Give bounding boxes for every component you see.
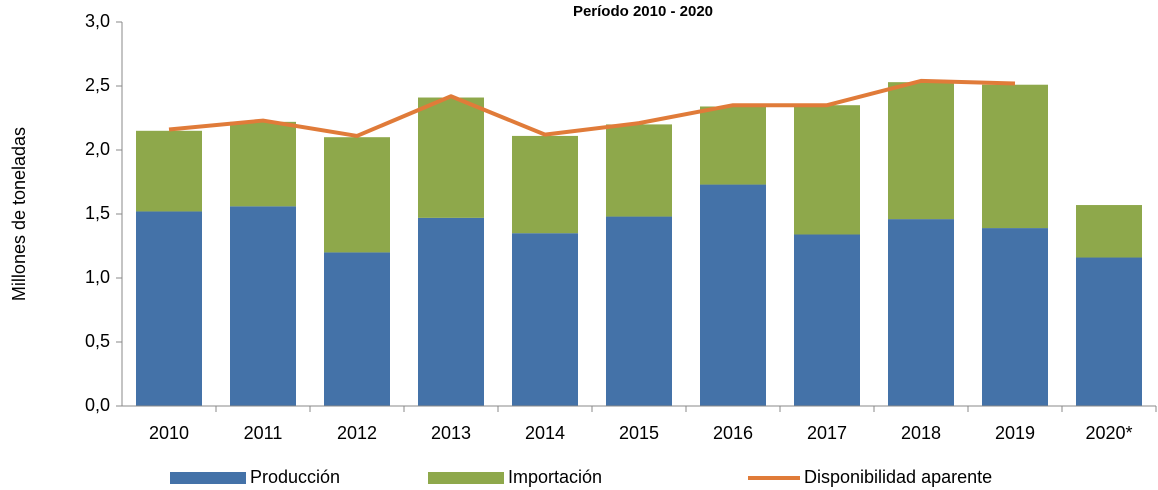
chart-title: Período 2010 - 2020	[573, 3, 713, 20]
bar	[982, 84, 1048, 229]
x-tick-label: 2010	[149, 423, 189, 443]
legend-label: Producción	[250, 467, 340, 487]
bar	[888, 219, 954, 406]
y-tick-label: 2,0	[85, 139, 110, 159]
y-tick-label: 1,0	[85, 267, 110, 287]
x-tick-label: 2011	[244, 423, 283, 443]
legend-label: Importación	[508, 467, 602, 487]
y-axis-label: Millones de toneladas	[9, 127, 29, 301]
x-tick-label: 2019	[995, 423, 1035, 443]
x-tick-label: 2014	[525, 423, 565, 443]
bar	[136, 211, 202, 406]
bar	[606, 216, 672, 406]
bar	[794, 234, 860, 406]
x-tick-label: 2015	[619, 423, 659, 443]
bar	[324, 252, 390, 406]
legend-swatch	[428, 472, 504, 484]
bar	[512, 135, 578, 234]
bar	[1076, 205, 1142, 258]
x-tick-label: 2020*	[1085, 423, 1132, 443]
bar	[606, 124, 672, 217]
bar	[888, 82, 954, 220]
y-tick-label: 0,5	[85, 331, 110, 351]
x-tick-label: 2013	[431, 423, 471, 443]
bar	[1076, 257, 1142, 406]
bar	[418, 217, 484, 406]
bar	[700, 106, 766, 185]
bar	[418, 97, 484, 218]
x-tick-label: 2018	[901, 423, 941, 443]
line	[168, 78, 1016, 138]
y-tick-label: 1,5	[85, 203, 110, 223]
y-tick-label: 2,5	[85, 75, 110, 95]
y-tick-label: 0,0	[85, 395, 110, 415]
x-tick-label: 2012	[337, 423, 377, 443]
bar	[982, 228, 1048, 406]
y-tick-label: 3,0	[85, 11, 110, 31]
x-tick-label: 2016	[713, 423, 753, 443]
bar	[230, 206, 296, 406]
bar	[700, 184, 766, 406]
legend-label: Disponibilidad aparente	[804, 467, 992, 487]
bar	[136, 130, 202, 212]
bar	[512, 233, 578, 406]
bar	[230, 121, 296, 207]
legend-swatch	[170, 472, 246, 484]
bar	[324, 137, 390, 253]
bar	[794, 105, 860, 235]
x-tick-label: 2017	[807, 423, 847, 443]
